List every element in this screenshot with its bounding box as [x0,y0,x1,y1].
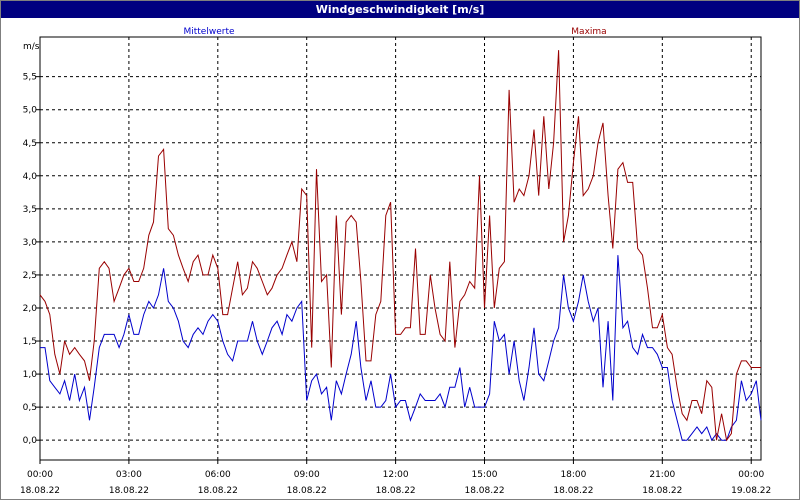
x-tick-time: 18:00 [560,470,586,480]
y-tick-label: 3,5 [23,205,37,215]
x-tick-date: 18.08.22 [376,486,416,496]
x-tick-date: 18.08.22 [20,486,60,496]
window-title: Windgeschwindigkeit [m/s] [1,1,799,18]
y-tick-label: 2,5 [23,271,37,281]
series-lines [39,50,762,442]
x-tick-date: 18.08.22 [642,486,682,496]
series-line-mittelwerte [40,255,762,442]
x-tick-time: 00:00 [738,470,764,480]
x-tick-date: 18.08.22 [198,486,238,496]
y-tick-label: 4,0 [23,172,38,182]
x-tick-date: 18.08.22 [109,486,149,496]
y-tick-label: 0,0 [23,436,38,446]
y-tick-label: 5,0 [23,106,38,116]
x-tick-time: 12:00 [383,470,409,480]
legend-maxima: Maxima [571,27,606,37]
x-axis-ticks: 00:00 18.08.22 03:00 18.08.22 06:00 18.08.22 0… [20,460,771,496]
legend-mittelwerte: Mittelwerte [183,27,234,37]
x-tick-date: 18.08.22 [464,486,504,496]
x-tick-date: 19.08.22 [731,486,771,496]
x-tick-time: 03:00 [116,470,142,480]
x-tick-time: 21:00 [649,470,675,480]
x-tick-time: 09:00 [294,470,320,480]
y-tick-label: 4,5 [23,139,37,149]
y-axis-label: m/s [23,42,40,52]
y-tick-label: 0,5 [23,403,37,413]
y-tick-label: 2,0 [23,304,38,314]
x-tick-date: 18.08.22 [553,486,593,496]
y-tick-label: 5,5 [23,73,37,83]
series-line-maxima [39,50,761,442]
y-axis-ticks: 0,0 0,5 1,0 1,5 2,0 2,5 3,0 3,5 4,0 4,5 5,0 5,5 [23,73,40,446]
grid [40,37,761,460]
x-tick-date: 18.08.22 [287,486,327,496]
y-tick-label: 3,0 [23,238,38,248]
plot-area [39,36,762,461]
x-tick-time: 15:00 [472,470,498,480]
y-tick-label: 1,0 [23,370,38,380]
x-tick-time: 06:00 [205,470,231,480]
y-tick-label: 1,5 [23,337,37,347]
x-tick-time: 00:00 [27,470,53,480]
